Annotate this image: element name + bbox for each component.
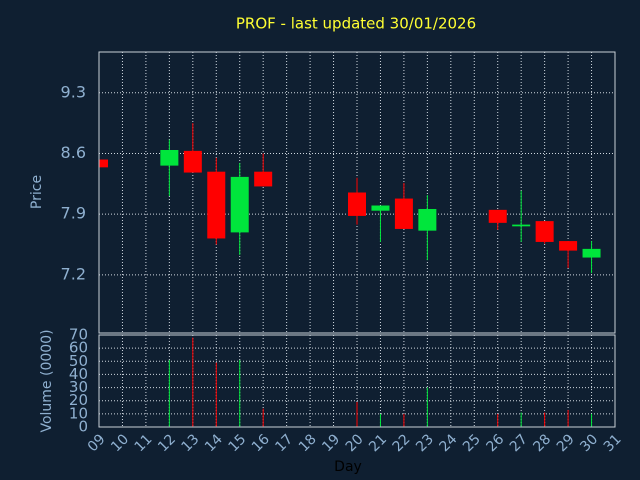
y2-tick-label: 10 [69, 404, 88, 422]
y-axis-label: Price [29, 175, 45, 209]
x-axis-label: Day [334, 459, 362, 475]
candle-body [160, 150, 179, 166]
candle-body [535, 221, 554, 242]
y2-tick-label: 40 [69, 365, 88, 383]
candle-body [488, 209, 507, 223]
price-plot [99, 123, 601, 274]
candle-body [512, 224, 531, 227]
candle-body [183, 150, 202, 173]
y-tick-label: 7.2 [61, 264, 86, 283]
candle-body [394, 198, 413, 229]
y2-tick-label: 70 [69, 326, 88, 344]
candle-body [582, 248, 601, 258]
candle-body [418, 208, 437, 231]
y-tick-label: 9.3 [61, 82, 86, 101]
y2-tick-label: 30 [69, 378, 88, 396]
candle-body [371, 205, 390, 211]
y-tick-label: 7.9 [61, 204, 86, 223]
y2-tick-label: 60 [69, 339, 88, 357]
chart-title: PROF - last updated 30/01/2026 [236, 15, 476, 33]
y2-tick-label: 0 [78, 418, 88, 436]
y2-tick-label: 20 [69, 391, 88, 409]
candle-body [559, 241, 578, 251]
candle-body [99, 159, 108, 168]
volume-frame [98, 334, 616, 428]
y2-tick-label: 50 [69, 352, 88, 370]
candle-body [348, 192, 366, 216]
y2-axis-label: Volume (0000) [39, 329, 55, 432]
candle-body [207, 171, 226, 239]
y-tick-label: 8.6 [61, 143, 86, 162]
price-frame [98, 51, 616, 334]
candle-body [230, 176, 249, 233]
candle-body [254, 171, 273, 187]
